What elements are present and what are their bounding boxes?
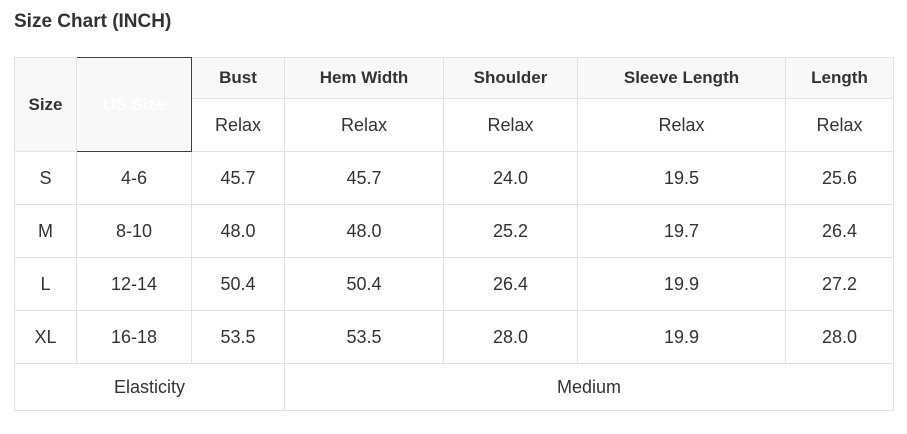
cell-us-size: 8-10 — [76, 204, 192, 258]
header-us-size: US Size — [76, 57, 192, 152]
cell-shoulder: 25.2 — [443, 204, 578, 258]
cell-size: M — [14, 204, 77, 258]
header-sleeve-length: Sleeve Length — [577, 57, 786, 99]
header-hem-width: Hem Width — [284, 57, 444, 99]
header-row-fit: Relax Relax Relax Relax Relax — [15, 98, 894, 152]
header-size: Size — [14, 57, 77, 152]
cell-shoulder: 26.4 — [443, 257, 578, 311]
cell-us-size: 4-6 — [76, 151, 192, 205]
elasticity-value: Medium — [284, 363, 894, 411]
cell-bust: 53.5 — [191, 310, 285, 364]
cell-size: S — [14, 151, 77, 205]
cell-us-size: 16-18 — [76, 310, 192, 364]
table-row-s: S 4-6 45.7 45.7 24.0 19.5 25.6 — [14, 151, 894, 205]
cell-bust: 45.7 — [191, 151, 285, 205]
fit-label-hem-width: Relax — [284, 98, 444, 152]
cell-us-size: 12-14 — [76, 257, 192, 311]
cell-hem-width: 50.4 — [284, 257, 444, 311]
table-row-m: M 8-10 48.0 48.0 25.2 19.7 26.4 — [14, 204, 894, 258]
header-shoulder: Shoulder — [443, 57, 578, 99]
size-chart-table: Size US Size Bust Hem Width Shoulder Sle… — [14, 57, 894, 411]
cell-sleeve-length: 19.7 — [577, 204, 786, 258]
cell-sleeve-length: 19.5 — [577, 151, 786, 205]
elasticity-row: Elasticity Medium — [14, 363, 894, 411]
cell-size: XL — [14, 310, 77, 364]
cell-size: L — [14, 257, 77, 311]
cell-shoulder: 28.0 — [443, 310, 578, 364]
fit-label-bust: Relax — [191, 98, 285, 152]
cell-length: 25.6 — [785, 151, 894, 205]
page-title: Size Chart (INCH) — [14, 11, 172, 32]
table-row-xl: XL 16-18 53.5 53.5 28.0 19.9 28.0 — [14, 310, 894, 364]
fit-label-length: Relax — [785, 98, 894, 152]
cell-shoulder: 24.0 — [443, 151, 578, 205]
fit-label-shoulder: Relax — [443, 98, 578, 152]
elasticity-label: Elasticity — [14, 363, 285, 411]
table-row-l: L 12-14 50.4 50.4 26.4 19.9 27.2 — [14, 257, 894, 311]
cell-hem-width: 48.0 — [284, 204, 444, 258]
header-row-measures: Size US Size Bust Hem Width Shoulder Sle… — [14, 57, 894, 152]
cell-sleeve-length: 19.9 — [577, 310, 786, 364]
header-bust: Bust — [191, 57, 285, 99]
cell-length: 27.2 — [785, 257, 894, 311]
cell-length: 26.4 — [785, 204, 894, 258]
cell-hem-width: 53.5 — [284, 310, 444, 364]
cell-sleeve-length: 19.9 — [577, 257, 786, 311]
fit-label-sleeve-length: Relax — [577, 98, 786, 152]
cell-length: 28.0 — [785, 310, 894, 364]
cell-hem-width: 45.7 — [284, 151, 444, 205]
cell-bust: 50.4 — [191, 257, 285, 311]
header-length: Length — [785, 57, 894, 99]
cell-bust: 48.0 — [191, 204, 285, 258]
